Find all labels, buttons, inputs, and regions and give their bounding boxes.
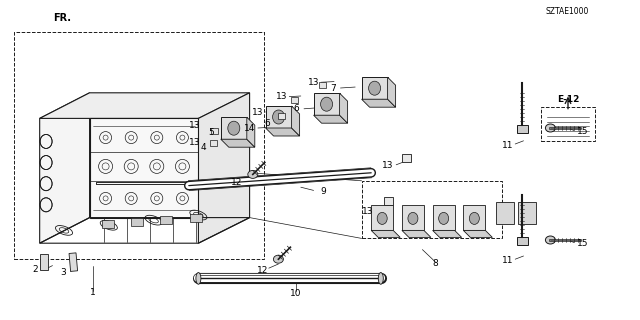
Ellipse shape bbox=[248, 171, 258, 179]
Text: 12: 12 bbox=[257, 266, 268, 275]
Bar bbox=[190, 214, 202, 222]
Bar bbox=[516, 237, 527, 245]
Ellipse shape bbox=[321, 97, 333, 111]
Text: 13: 13 bbox=[189, 121, 201, 130]
Text: 9: 9 bbox=[321, 188, 326, 196]
Polygon shape bbox=[402, 230, 431, 237]
Bar bbox=[402, 154, 411, 162]
Bar bbox=[161, 216, 172, 224]
Ellipse shape bbox=[196, 273, 201, 284]
Ellipse shape bbox=[438, 212, 449, 224]
Bar bbox=[291, 97, 298, 103]
Text: SZTAE1000: SZTAE1000 bbox=[545, 7, 589, 16]
Text: 13: 13 bbox=[189, 138, 201, 147]
Bar bbox=[362, 181, 502, 238]
Polygon shape bbox=[90, 118, 198, 218]
Polygon shape bbox=[314, 93, 340, 115]
Polygon shape bbox=[221, 139, 255, 147]
Bar bbox=[131, 218, 143, 226]
Bar bbox=[541, 107, 595, 141]
Text: 14: 14 bbox=[244, 124, 255, 132]
Bar bbox=[384, 197, 393, 205]
Bar bbox=[211, 128, 218, 133]
Text: 3: 3 bbox=[60, 268, 65, 277]
Ellipse shape bbox=[228, 121, 240, 135]
Bar bbox=[96, 182, 195, 184]
Polygon shape bbox=[198, 93, 250, 243]
Bar bbox=[69, 253, 77, 271]
Polygon shape bbox=[266, 128, 300, 136]
Text: 15: 15 bbox=[577, 127, 588, 136]
Text: 13: 13 bbox=[252, 108, 263, 116]
Polygon shape bbox=[362, 99, 396, 107]
Bar bbox=[14, 32, 264, 259]
Text: 4: 4 bbox=[201, 143, 206, 152]
Ellipse shape bbox=[378, 273, 383, 284]
Text: 11: 11 bbox=[502, 256, 513, 265]
Ellipse shape bbox=[273, 255, 284, 263]
Polygon shape bbox=[463, 205, 485, 230]
Polygon shape bbox=[314, 115, 348, 123]
Polygon shape bbox=[496, 202, 514, 224]
Text: 6: 6 bbox=[294, 104, 299, 113]
Bar bbox=[210, 140, 217, 146]
Ellipse shape bbox=[545, 236, 556, 244]
Text: 1: 1 bbox=[90, 288, 95, 297]
Polygon shape bbox=[266, 106, 292, 128]
Text: 13: 13 bbox=[276, 92, 287, 101]
Text: 13: 13 bbox=[308, 78, 319, 87]
Text: E-12: E-12 bbox=[557, 95, 579, 104]
Ellipse shape bbox=[469, 212, 479, 224]
Polygon shape bbox=[371, 205, 393, 230]
Polygon shape bbox=[221, 117, 247, 139]
Polygon shape bbox=[340, 93, 348, 123]
Text: 10: 10 bbox=[290, 289, 301, 298]
Ellipse shape bbox=[273, 110, 285, 124]
Text: 13: 13 bbox=[382, 161, 394, 170]
Text: 11: 11 bbox=[502, 141, 513, 150]
Polygon shape bbox=[463, 230, 492, 237]
Polygon shape bbox=[292, 106, 300, 136]
Ellipse shape bbox=[545, 124, 556, 132]
Text: 12: 12 bbox=[231, 178, 243, 187]
Text: FR.: FR. bbox=[53, 13, 71, 23]
Polygon shape bbox=[40, 93, 90, 243]
Text: 2: 2 bbox=[33, 265, 38, 274]
Text: 5: 5 bbox=[209, 128, 214, 137]
Bar bbox=[96, 182, 195, 184]
Bar bbox=[516, 125, 527, 133]
Text: 8: 8 bbox=[433, 260, 438, 268]
Bar bbox=[40, 254, 47, 270]
Polygon shape bbox=[402, 205, 424, 230]
Polygon shape bbox=[40, 93, 250, 118]
Text: 15: 15 bbox=[577, 239, 588, 248]
Bar bbox=[319, 82, 326, 88]
Text: 7: 7 bbox=[330, 84, 335, 92]
Polygon shape bbox=[388, 77, 396, 107]
Polygon shape bbox=[247, 117, 255, 147]
Ellipse shape bbox=[377, 212, 387, 224]
Ellipse shape bbox=[369, 81, 381, 95]
Polygon shape bbox=[371, 230, 400, 237]
Text: 13: 13 bbox=[362, 207, 374, 216]
Polygon shape bbox=[362, 77, 388, 99]
Text: 6: 6 bbox=[265, 119, 270, 128]
Polygon shape bbox=[433, 205, 454, 230]
Bar bbox=[102, 220, 113, 228]
Polygon shape bbox=[518, 202, 536, 224]
Bar bbox=[278, 113, 285, 119]
Ellipse shape bbox=[408, 212, 418, 224]
Polygon shape bbox=[433, 230, 461, 237]
Bar bbox=[96, 182, 195, 184]
